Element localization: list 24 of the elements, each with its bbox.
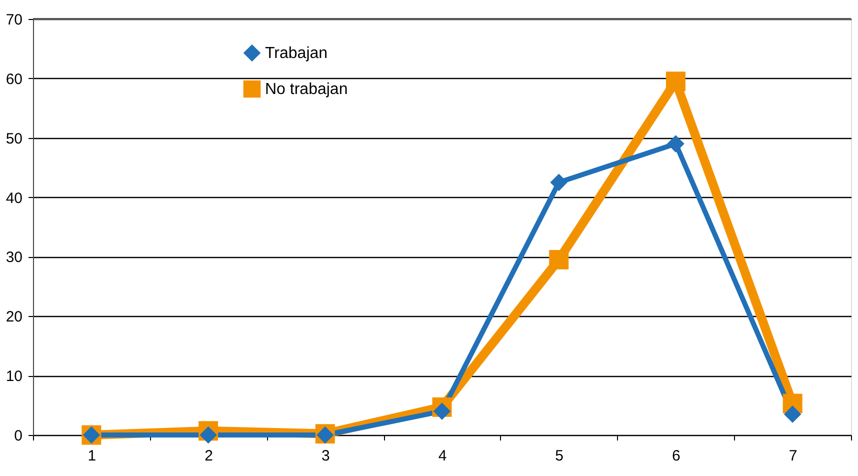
point <box>784 406 802 423</box>
point <box>666 72 686 92</box>
point <box>433 402 451 420</box>
point <box>667 135 684 152</box>
point <box>200 426 217 444</box>
point <box>550 174 568 192</box>
x-tick-label: 2 <box>204 448 213 464</box>
x-tick-label: 4 <box>438 448 447 464</box>
y-tick-label: 60 <box>6 70 22 88</box>
y-tick-label: 0 <box>14 428 22 444</box>
y-tick-label: 40 <box>6 190 22 207</box>
x-tick-label: 6 <box>672 448 680 464</box>
legend-label: No trabajan <box>265 81 348 98</box>
y-tick-label: 70 <box>6 12 22 28</box>
y-tick-label: 50 <box>6 130 22 148</box>
y-tick-label: 30 <box>6 249 22 266</box>
point <box>549 250 569 270</box>
x-tick-label: 3 <box>321 448 330 464</box>
x-tick-label: 1 <box>88 448 96 464</box>
x-tick-label: 7 <box>788 448 798 464</box>
y-tick-label: 20 <box>6 308 22 326</box>
x-tick-label: 5 <box>555 448 564 464</box>
legend-label: Trabajan <box>265 45 328 62</box>
y-tick-label: 10 <box>6 368 22 386</box>
